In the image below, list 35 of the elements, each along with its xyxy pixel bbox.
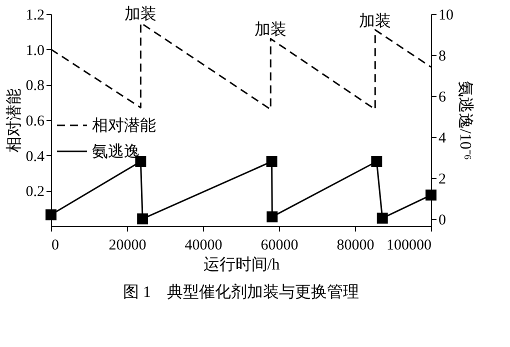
x-axis-title: 运行时间/h: [203, 256, 280, 274]
y-axis-title: 相对潜能: [4, 88, 23, 152]
point: [426, 190, 436, 201]
point: [266, 211, 278, 222]
y2-tick-label: 0: [438, 212, 446, 228]
legend-label: 相对潜能: [92, 116, 156, 134]
point: [376, 212, 388, 224]
y2-tick-label: 2: [438, 171, 446, 188]
x-tick-label: 100000: [386, 238, 432, 254]
y2-tick-label: 6: [438, 89, 446, 106]
y2-tick-label: 4: [438, 130, 446, 146]
y2-axis-title: 氨逃逸/10⁻⁶: [456, 80, 474, 160]
legend-label: 氨逃逸: [92, 142, 140, 160]
x-tick-label: 80000: [336, 238, 374, 254]
annotation: 加装: [359, 12, 392, 30]
point: [135, 156, 146, 167]
y-tick-label: 0.8: [26, 78, 44, 94]
y-tick-label: 0.4: [26, 148, 45, 165]
point: [371, 156, 382, 167]
annotation: 加装: [124, 4, 157, 23]
x-tick-label: 20000: [108, 238, 146, 254]
y-tick-label: 0.2: [26, 184, 44, 200]
y-tick-label: 0.6: [26, 114, 45, 130]
point: [46, 209, 56, 220]
point: [266, 156, 278, 167]
y2-tick-label: 10: [438, 8, 454, 24]
x-tick-label: 60000: [260, 238, 298, 254]
y2-tick-label: 8: [438, 48, 446, 64]
annotation: 加装: [254, 20, 287, 39]
text: 图 1 典型催化剂加装与更换管理: [123, 283, 359, 301]
x-tick-label: 40000: [184, 238, 222, 254]
y-tick-label: 1.2: [26, 8, 44, 24]
x-tick-label: 0: [52, 238, 59, 254]
y-tick-label: 1.0: [26, 42, 44, 59]
point: [137, 213, 148, 224]
